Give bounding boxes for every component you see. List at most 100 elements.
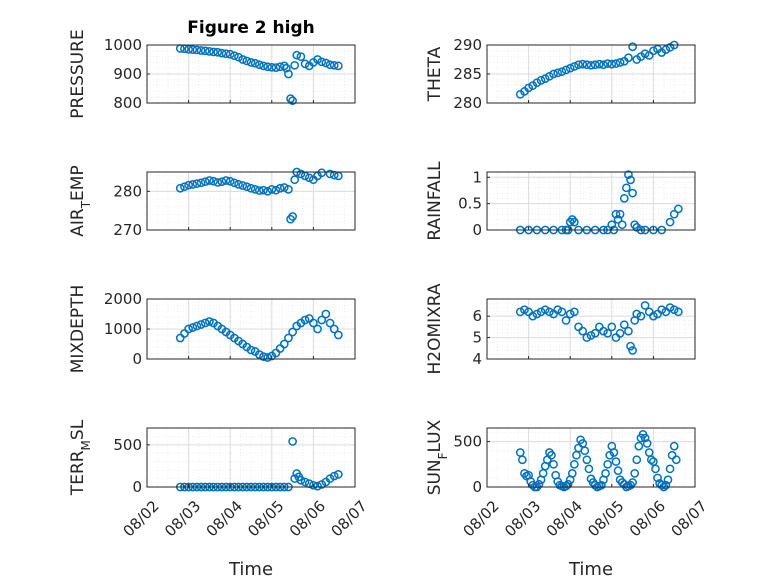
plot-area [147,172,355,230]
data-point [246,345,256,355]
y-tick-label: 2000 [104,290,142,308]
data-point [665,464,675,474]
data-point [540,74,550,83]
y-tick-label: 290 [453,36,482,54]
data-point [334,330,343,340]
data-point [284,333,293,343]
data-point [619,194,629,203]
data-point [597,480,606,490]
data-point [607,59,617,69]
data-point [184,324,193,334]
data-point [624,53,633,63]
data-point [640,301,650,310]
data-point [325,318,335,328]
data-point [674,204,683,214]
data-point [669,209,679,219]
data-point [665,42,675,52]
data-point [259,61,268,71]
y-tick-label: 285 [453,65,482,83]
data-point [175,183,185,193]
data-point [534,479,544,489]
axes-box [486,298,696,360]
plot-area [487,428,695,487]
data-point [329,170,339,180]
data-point [570,459,579,469]
data-point [263,62,272,72]
data-point [619,320,629,330]
data-point [665,303,675,312]
y-tick-label: 0 [472,478,482,496]
y-tick-label: 0 [472,221,482,239]
data-point [624,170,633,179]
data-point [263,353,272,362]
x-tick-label: 08/03 [161,497,204,540]
plot-area [487,172,695,230]
data-point [290,175,300,185]
data-point [607,322,617,332]
data-point [557,67,567,77]
data-point [279,183,289,192]
data-point [570,62,579,71]
x-tick-label: 08/07 [327,497,370,540]
data-point [561,65,571,75]
x-tick-label: 08/03 [501,497,544,540]
y-axis-label: SUNFLUX [425,419,450,495]
data-point [580,446,590,456]
data-point [213,47,223,57]
data-point [536,76,546,85]
data-point [196,46,206,55]
data-point [309,318,318,328]
data-point [213,178,223,187]
x-tick-label: 08/06 [626,497,669,540]
data-point [325,169,335,179]
data-point [263,186,272,196]
data-point [603,328,612,338]
y-axis-label: H2OMIXRA [425,283,445,374]
data-point [626,175,635,185]
data-point [624,326,633,336]
data-point [286,94,295,104]
data-point [657,480,667,490]
data-point [250,185,260,194]
data-point [532,309,542,319]
data-point [313,55,322,64]
y-axis-label: THETA [425,46,445,102]
data-point [254,350,264,359]
data-point [536,307,546,317]
data-point [628,42,637,52]
data-point [325,60,335,70]
x-tick-label: 08/06 [286,497,329,540]
x-tick-label: 08/04 [203,497,246,540]
data-point [300,315,310,325]
subplot-terr-msl: 0 500 TERRMSL 08/0208/0308/0408/0508/0608/0… [68,419,371,580]
data-point [242,182,252,192]
data-point [292,50,302,60]
x-tick-label: 08/04 [543,497,586,540]
data-point [599,60,608,70]
data-point [267,62,277,72]
data-point [582,333,592,342]
data-point [296,52,306,61]
data-point [225,176,235,186]
data-point [296,169,306,179]
y-axis-label: PRESSURE [68,29,88,118]
y-tick-label: 500 [113,436,142,454]
data-point [313,324,322,334]
data-point [184,45,193,54]
data-point [649,311,658,321]
y-axis-label: AIRTEMP [68,165,93,236]
data-point [615,58,625,67]
data-point [275,183,285,193]
data-point [565,309,575,319]
data-point [540,305,550,315]
data-point [649,46,658,56]
data-point [230,178,239,188]
data-point [196,178,206,188]
data-point [221,176,231,185]
y-tick-label: 280 [453,94,482,112]
data-point [288,327,297,337]
data-point [603,59,612,68]
data-point [192,179,202,188]
data-point [628,478,637,487]
data-point [611,209,621,219]
